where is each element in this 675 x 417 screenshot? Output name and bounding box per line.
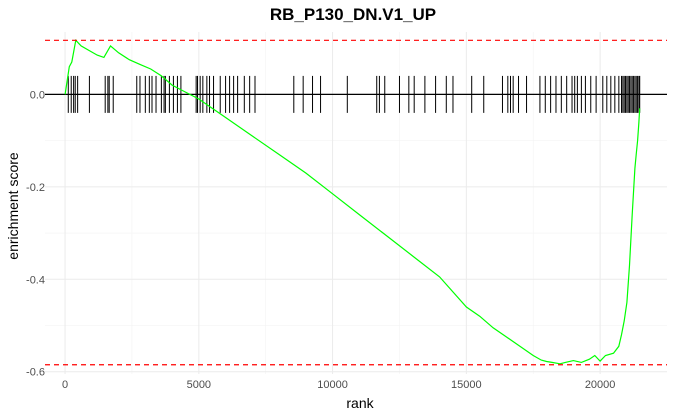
es-curve — [64, 39, 641, 365]
x-axis-title: rank — [346, 395, 374, 411]
x-tick-label: 10000 — [317, 379, 348, 391]
x-tick-label: 0 — [62, 379, 68, 391]
y-tick-label: -0.4 — [26, 274, 45, 286]
x-tick-label: 5000 — [187, 379, 211, 391]
y-axis-title: enrichment score — [5, 152, 21, 260]
x-tick-label: 20000 — [585, 379, 616, 391]
x-axis-tick-labels: 0 5000 10000 15000 20000 — [62, 379, 615, 391]
y-tick-label: 0.0 — [30, 89, 45, 101]
chart-title: RB_P130_DN.V1_UP — [270, 5, 436, 24]
y-tick-label: -0.6 — [26, 367, 45, 379]
x-tick-label: 15000 — [451, 379, 482, 391]
y-axis-tick-labels: 0.0 -0.2 -0.4 -0.6 — [26, 89, 45, 378]
y-tick-label: -0.2 — [26, 182, 45, 194]
